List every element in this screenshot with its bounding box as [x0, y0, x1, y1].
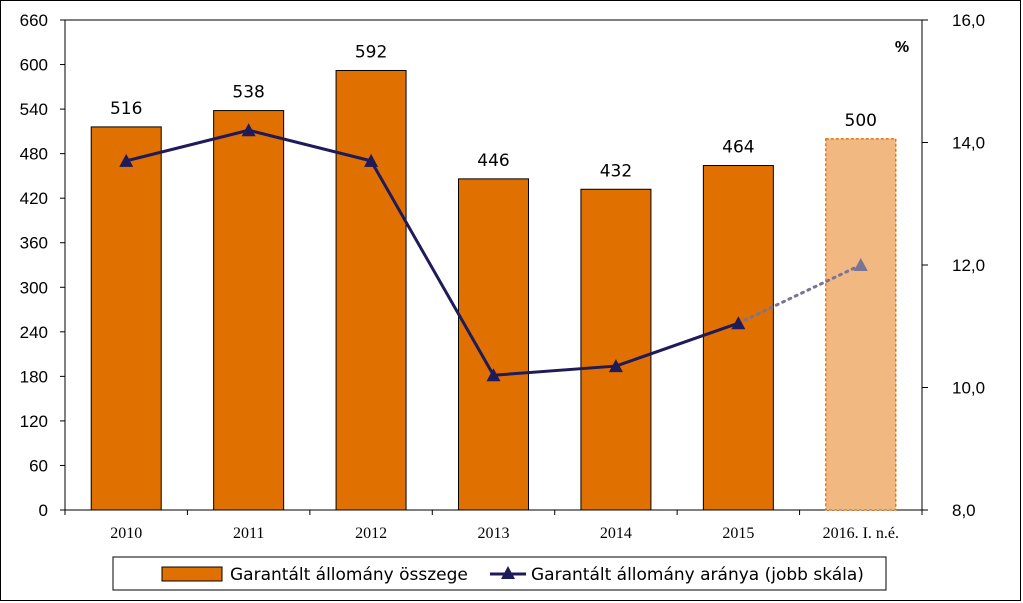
left-tick-label: 480	[20, 145, 48, 164]
bar-estimate	[825, 138, 897, 511]
bar	[90, 126, 162, 511]
x-tick-label: 2014	[600, 525, 632, 542]
legend-bar-label: Garantált állomány összege	[230, 565, 468, 585]
legend-line-marker	[501, 566, 515, 579]
right-tick-label: 8,0	[952, 501, 976, 520]
bar-series	[90, 69, 897, 511]
left-tick-label: 420	[20, 189, 48, 208]
bar-data-labels: 516 538 592 446 432 464 500	[110, 42, 877, 181]
bar-value-label: 516	[110, 99, 142, 119]
bar-value-label: 538	[232, 83, 264, 103]
x-tick-label: 2011	[233, 525, 264, 542]
legend-line-label: Garantált állomány aránya (jobb skála)	[531, 565, 864, 585]
left-tick-label: 540	[20, 100, 48, 119]
bar	[702, 165, 774, 511]
right-tick-label: 16,0	[952, 11, 985, 30]
line-series	[119, 123, 868, 382]
line-marker	[364, 153, 379, 167]
right-tick-label: 12,0	[952, 256, 985, 275]
right-tick-label: 10,0	[952, 379, 985, 398]
left-tick-label: 660	[20, 11, 48, 30]
right-axis: 8,0 10,0 12,0 14,0 16,0	[922, 11, 985, 520]
left-tick-label: 300	[20, 278, 48, 297]
left-tick-label: 600	[20, 56, 48, 75]
bar-value-label: 464	[722, 138, 754, 158]
line-marker	[731, 316, 746, 330]
x-tick-label: 2013	[478, 525, 510, 542]
legend-bar-swatch	[161, 566, 223, 582]
left-tick-label: 60	[29, 456, 48, 475]
right-axis-unit: %	[895, 39, 909, 56]
bar	[458, 178, 529, 511]
line-segment	[492, 364, 618, 377]
bar	[580, 188, 652, 511]
line-marker	[241, 123, 256, 137]
x-axis: 2010 2011 2012 2013 2014 2015 2016. I. n.é.	[64, 510, 923, 542]
plot-area	[64, 19, 923, 511]
line-segment	[614, 321, 740, 368]
line-marker-estimate	[853, 258, 868, 271]
left-tick-label: 240	[20, 323, 48, 342]
bar-value-label: 592	[355, 42, 387, 62]
line-segment-estimate	[736, 263, 863, 325]
x-tick-label: 2012	[355, 525, 387, 542]
bar	[213, 110, 285, 511]
bar-value-label: 446	[477, 151, 509, 171]
left-axis: 0 60 120 180 240 300 360 420 480 540 600 660	[20, 11, 65, 520]
x-tick-label: 2015	[722, 525, 754, 542]
right-tick-label: 14,0	[952, 134, 985, 153]
left-tick-label: 120	[20, 412, 48, 431]
left-tick-label: 0	[39, 501, 48, 520]
line-marker	[486, 368, 501, 382]
line-segment	[369, 159, 495, 377]
left-tick-label: 180	[20, 367, 48, 386]
x-tick-label: 2016. I. n.é.	[823, 525, 899, 542]
line-segment	[247, 128, 373, 163]
x-tick-label: 2010	[110, 525, 142, 542]
line-marker	[608, 359, 623, 373]
left-tick-label: 360	[20, 234, 48, 253]
bar	[335, 69, 407, 511]
line-segment	[124, 128, 251, 163]
bar-value-label: 500	[845, 111, 877, 131]
bar-value-label: 432	[600, 161, 632, 181]
legend: Garantált állomány összege Garantált áll…	[112, 556, 887, 591]
line-marker	[119, 153, 134, 167]
